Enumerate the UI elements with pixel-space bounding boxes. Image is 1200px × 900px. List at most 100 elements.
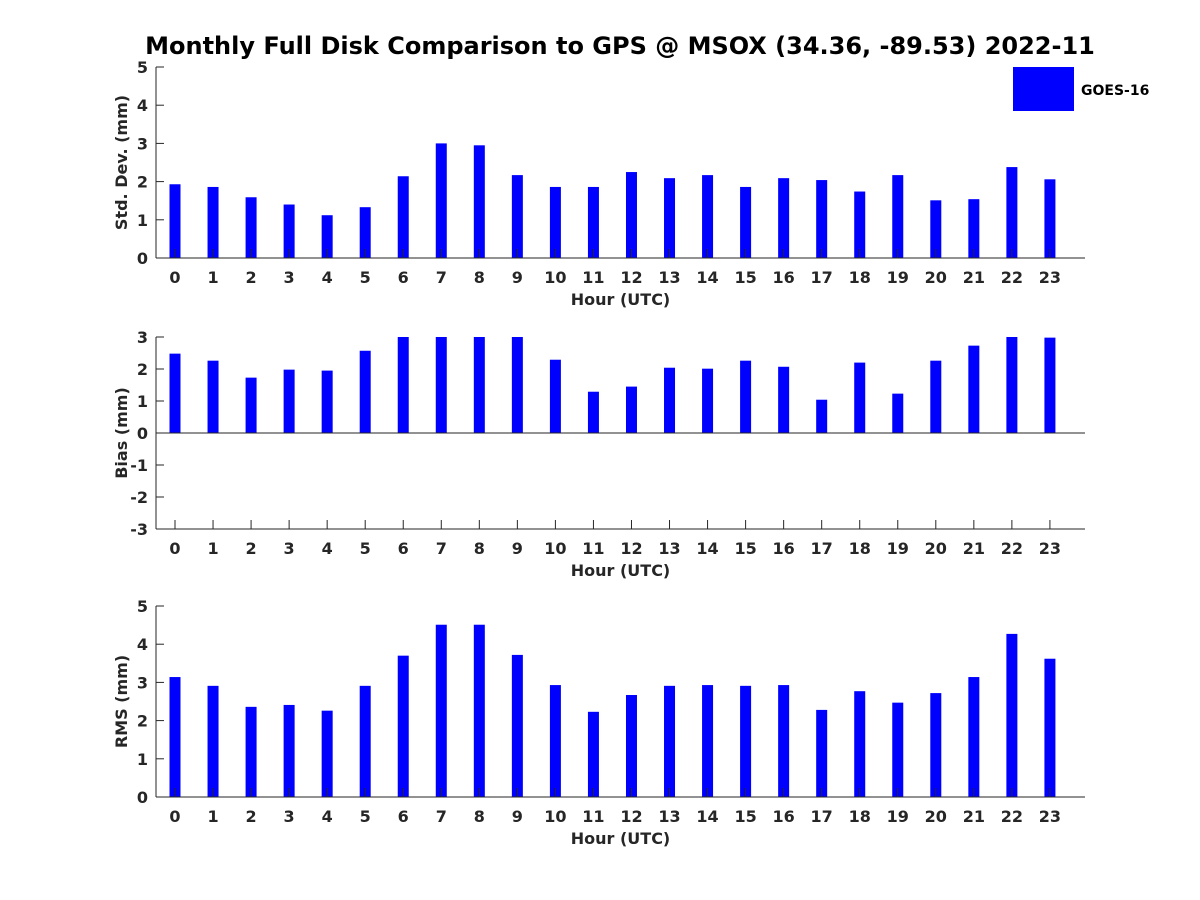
- x-tick-label: 18: [849, 539, 871, 558]
- x-tick-label: 12: [620, 268, 642, 287]
- x-tick-label: 22: [1001, 268, 1023, 287]
- x-tick-label: 10: [544, 807, 566, 826]
- x-tick-label: 2: [246, 807, 257, 826]
- legend: GOES-16: [1013, 67, 1149, 111]
- bar: [1006, 337, 1018, 433]
- y-tick-label: 4: [137, 96, 148, 115]
- x-tick-label: 14: [696, 268, 718, 287]
- bar: [245, 377, 257, 433]
- x-tick-label: 5: [360, 268, 371, 287]
- x-tick-label: 13: [658, 539, 680, 558]
- x-tick-label: 1: [207, 807, 218, 826]
- bar: [511, 175, 523, 258]
- bar: [245, 197, 257, 258]
- x-tick-label: 15: [734, 539, 756, 558]
- x-tick-label: 9: [512, 268, 523, 287]
- bar: [587, 711, 599, 797]
- x-tick-label: 20: [925, 539, 947, 558]
- bar: [435, 143, 447, 258]
- x-tick-label: 9: [512, 539, 523, 558]
- bar: [321, 215, 333, 258]
- bar: [283, 204, 295, 258]
- chart-title: Monthly Full Disk Comparison to GPS @ MS…: [145, 32, 1095, 60]
- y-tick-label: 2: [137, 712, 148, 731]
- y-tick-label: -3: [130, 520, 148, 539]
- x-tick-label: 16: [773, 539, 795, 558]
- x-axis-label: Hour (UTC): [571, 561, 671, 580]
- x-tick-label: 15: [734, 268, 756, 287]
- bar: [587, 391, 599, 433]
- x-tick-label: 23: [1039, 268, 1061, 287]
- bar: [625, 695, 637, 797]
- bar: [854, 362, 866, 433]
- y-tick-label: 1: [137, 750, 148, 769]
- y-tick-label: 2: [137, 173, 148, 192]
- x-tick-label: 4: [322, 807, 333, 826]
- y-tick-label: 0: [137, 249, 148, 268]
- legend-swatch: [1013, 67, 1074, 111]
- y-axis-label: Std. Dev. (mm): [112, 95, 131, 230]
- x-tick-label: 3: [284, 539, 295, 558]
- bar: [930, 693, 942, 797]
- y-tick-label: 2: [137, 360, 148, 379]
- bar: [778, 366, 790, 433]
- bar: [283, 369, 295, 433]
- bar: [664, 178, 676, 258]
- bar: [321, 370, 333, 433]
- x-tick-label: 1: [207, 539, 218, 558]
- x-tick-label: 6: [398, 539, 409, 558]
- x-tick-label: 16: [773, 268, 795, 287]
- x-tick-label: 17: [811, 268, 833, 287]
- x-tick-label: 0: [169, 807, 180, 826]
- y-tick-label: 3: [137, 328, 148, 347]
- x-tick-label: 7: [436, 807, 447, 826]
- bar: [473, 145, 485, 258]
- x-tick-label: 1: [207, 268, 218, 287]
- y-tick-label: 1: [137, 392, 148, 411]
- bar: [1044, 337, 1056, 433]
- x-tick-label: 11: [582, 539, 604, 558]
- x-tick-label: 10: [544, 539, 566, 558]
- x-axis-label: Hour (UTC): [571, 290, 671, 309]
- y-tick-label: -2: [130, 488, 148, 507]
- x-tick-label: 0: [169, 268, 180, 287]
- x-tick-label: 21: [963, 807, 985, 826]
- x-tick-label: 13: [658, 268, 680, 287]
- x-tick-label: 12: [620, 807, 642, 826]
- x-tick-label: 15: [734, 807, 756, 826]
- bar: [321, 710, 333, 797]
- bar: [207, 186, 219, 258]
- bar: [169, 184, 181, 258]
- x-tick-label: 19: [887, 268, 909, 287]
- bar: [549, 359, 561, 433]
- bar: [245, 706, 257, 797]
- x-tick-label: 22: [1001, 539, 1023, 558]
- x-tick-label: 11: [582, 268, 604, 287]
- y-tick-label: -1: [130, 456, 148, 475]
- bar: [816, 709, 828, 797]
- bar: [435, 624, 447, 797]
- y-tick-label: 1: [137, 211, 148, 230]
- bar: [892, 393, 904, 433]
- bar: [930, 360, 942, 433]
- x-tick-label: 23: [1039, 807, 1061, 826]
- x-tick-label: 7: [436, 539, 447, 558]
- bar: [397, 176, 409, 258]
- x-tick-label: 11: [582, 807, 604, 826]
- x-tick-label: 2: [246, 268, 257, 287]
- x-tick-label: 10: [544, 268, 566, 287]
- x-tick-label: 19: [887, 807, 909, 826]
- x-tick-label: 20: [925, 807, 947, 826]
- y-tick-label: 3: [137, 673, 148, 692]
- bar: [968, 199, 980, 258]
- bar: [397, 337, 409, 433]
- bar: [816, 399, 828, 433]
- x-tick-label: 2: [246, 539, 257, 558]
- bar: [702, 368, 714, 433]
- y-axis-label: Bias (mm): [112, 387, 131, 479]
- bar: [549, 685, 561, 797]
- bar: [1006, 633, 1018, 797]
